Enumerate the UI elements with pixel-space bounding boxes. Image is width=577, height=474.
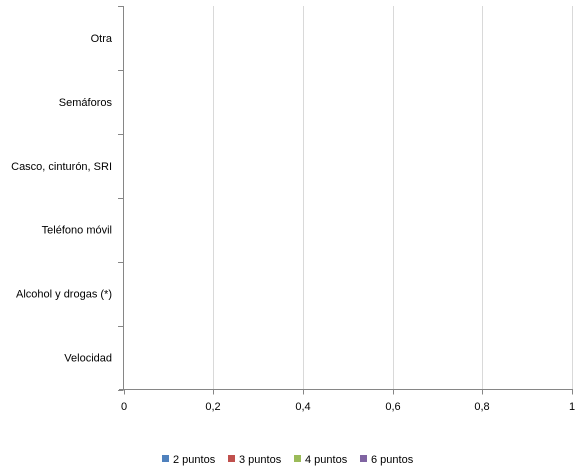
legend-swatch — [360, 455, 367, 462]
x-axis-ticks: 0 0,2 0,4 0,6 0,8 1 — [121, 389, 575, 413]
x-tick-label: 0,8 — [474, 401, 489, 413]
y-category-label: Casco, cinturón, SRI — [11, 161, 112, 173]
x-tick-label: 0 — [121, 401, 127, 413]
legend-swatch — [294, 455, 301, 462]
y-category-label: Alcohol y drogas (*) — [16, 289, 112, 301]
y-category-label: Otra — [91, 33, 113, 45]
legend-label: 4 puntos — [305, 454, 348, 466]
legend-label: 3 puntos — [239, 454, 282, 466]
legend-swatch — [162, 455, 169, 462]
legend-swatch — [228, 455, 235, 462]
legend-label: 6 puntos — [371, 454, 414, 466]
legend-label: 2 puntos — [173, 454, 216, 466]
y-category-label: Semáforos — [59, 97, 113, 109]
y-category-label: Teléfono móvil — [42, 225, 112, 237]
grid-lines — [213, 6, 573, 390]
x-tick-label: 0,6 — [385, 401, 400, 413]
y-axis-categories: Velocidad Alcohol y drogas (*) Teléfono mó… — [11, 6, 124, 391]
x-tick-label: 1 — [569, 401, 575, 413]
x-tick-label: 0,2 — [205, 401, 220, 413]
x-tick-label: 0,4 — [295, 401, 310, 413]
legend: 2 puntos 3 puntos 4 puntos 6 puntos — [162, 454, 414, 466]
y-category-label: Velocidad — [64, 353, 112, 365]
